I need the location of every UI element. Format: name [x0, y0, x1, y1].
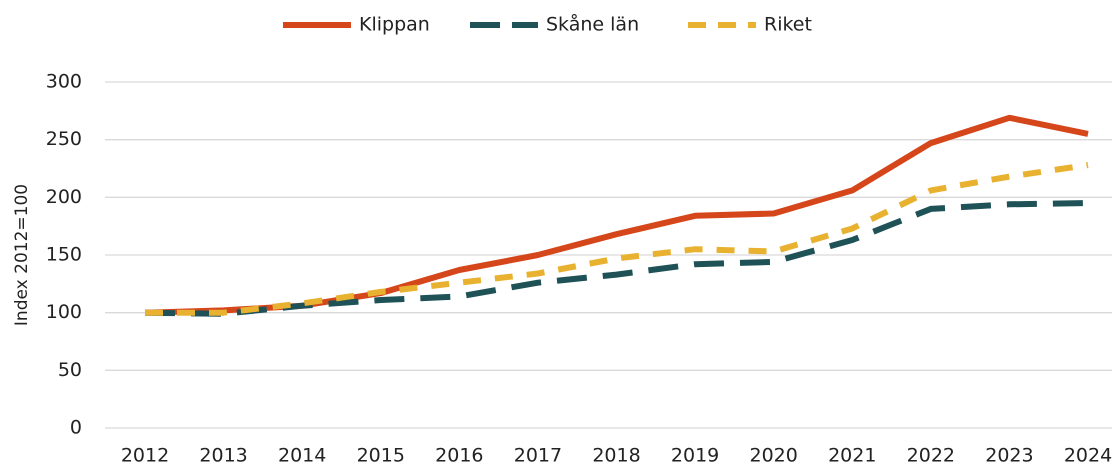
x-tick-label: 2018 [592, 445, 640, 467]
series-line [144, 114, 1089, 316]
x-tick-label: 2021 [828, 445, 876, 467]
x-tick-label: 2015 [357, 445, 405, 467]
x-tick-label: 2016 [435, 445, 483, 467]
y-tick-label: 0 [70, 417, 82, 439]
x-tick-label: 2020 [749, 445, 797, 467]
x-tick-label: 2017 [514, 445, 562, 467]
x-tick-label: 2012 [121, 445, 169, 467]
series-line [144, 200, 1089, 317]
y-tick-label: 250 [46, 128, 82, 150]
y-tick-label: 150 [46, 244, 82, 266]
y-tick-label: 300 [46, 71, 82, 93]
legend-label: Riket [764, 14, 812, 36]
series-line [145, 162, 1089, 316]
x-tick-label: 2023 [985, 445, 1033, 467]
y-tick-label: 50 [58, 359, 82, 381]
legend-label: Skåne län [546, 13, 639, 36]
x-tick-label: 2022 [907, 445, 955, 467]
x-tick-label: 2019 [671, 445, 719, 467]
y-tick-label: 100 [46, 301, 82, 323]
x-tick-label: 2013 [199, 445, 247, 467]
x-tick-label: 2024 [1064, 445, 1112, 467]
x-tick-label: 2014 [278, 445, 326, 467]
y-tick-label: 200 [46, 186, 82, 208]
y-axis-label: Index 2012=100 [12, 184, 32, 326]
legend-label: Klippan [359, 14, 430, 36]
